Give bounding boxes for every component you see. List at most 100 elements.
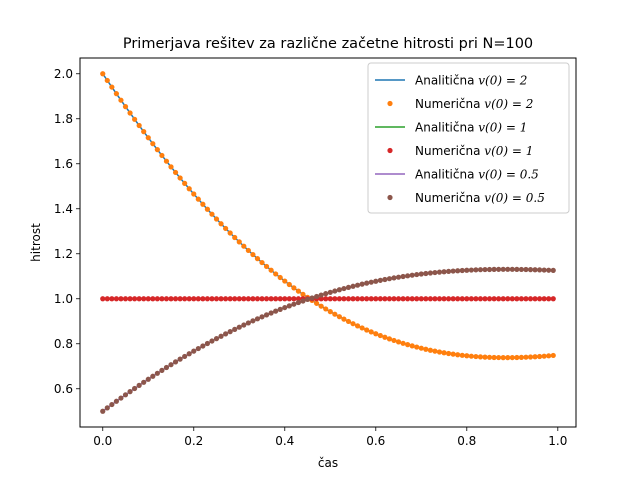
x-tick-label: 0.6 — [366, 434, 385, 448]
data-point — [309, 295, 315, 301]
data-point — [400, 340, 406, 346]
series-6 — [100, 266, 556, 414]
data-point — [532, 354, 538, 360]
data-point — [300, 298, 306, 304]
data-point — [186, 351, 192, 357]
data-point — [286, 303, 292, 309]
data-point — [259, 259, 265, 266]
data-point — [163, 158, 170, 164]
data-point — [450, 351, 456, 357]
data-point — [459, 352, 465, 358]
legend-entry: Analitična v(0) = 0.5 — [375, 168, 539, 182]
data-point — [423, 346, 429, 352]
data-point — [241, 322, 247, 328]
legend-label: Numerična v(0) = 0.5 — [415, 191, 545, 205]
data-point — [204, 340, 211, 347]
data-point — [104, 405, 110, 411]
data-point — [172, 296, 179, 302]
data-point — [295, 299, 302, 306]
data-point — [414, 344, 420, 350]
data-point — [145, 296, 151, 302]
data-point — [518, 296, 524, 302]
data-point — [496, 354, 502, 361]
data-point — [236, 324, 242, 330]
data-point — [432, 269, 438, 276]
data-point — [200, 201, 206, 207]
data-point — [341, 296, 347, 302]
data-point — [350, 283, 356, 289]
data-point — [364, 280, 370, 286]
data-point — [418, 345, 424, 351]
y-tick-label: 0.8 — [54, 337, 73, 351]
data-point — [145, 135, 151, 141]
data-point — [500, 355, 506, 361]
data-point — [405, 273, 411, 279]
data-point — [218, 296, 224, 302]
data-point — [459, 296, 465, 302]
data-point — [323, 306, 329, 312]
data-point — [259, 296, 265, 302]
data-point — [154, 370, 160, 376]
data-point — [505, 296, 511, 302]
data-point — [154, 147, 160, 153]
data-point — [168, 164, 174, 170]
data-point — [118, 296, 124, 302]
data-point — [223, 296, 229, 302]
data-point — [109, 401, 115, 408]
data-point — [327, 289, 333, 295]
data-point — [441, 350, 447, 356]
data-point — [491, 296, 497, 302]
data-point — [232, 296, 238, 302]
data-point — [455, 268, 461, 274]
y-axis-label: hitrost — [29, 223, 43, 262]
data-point — [414, 296, 420, 302]
data-point — [345, 318, 352, 325]
plot-area — [79, 57, 577, 428]
data-point — [537, 353, 543, 360]
data-point — [109, 296, 115, 302]
data-point — [496, 266, 502, 272]
legend: Analitična v(0) = 2 Numerična v(0) = 2 Ana… — [367, 62, 570, 214]
data-point — [341, 316, 347, 322]
data-point — [200, 343, 206, 349]
data-point — [314, 300, 320, 306]
data-point — [263, 312, 270, 318]
legend-entry: Numerična v(0) = 2 — [387, 97, 533, 111]
data-point — [350, 296, 356, 302]
data-point — [409, 272, 415, 278]
data-point — [282, 296, 288, 302]
data-point — [263, 296, 270, 302]
data-point — [254, 316, 261, 322]
data-point — [318, 303, 324, 309]
data-point — [304, 296, 311, 303]
data-point — [268, 267, 274, 273]
data-point — [232, 326, 238, 332]
data-point — [177, 175, 183, 181]
data-point — [132, 116, 138, 122]
data-point — [350, 321, 356, 327]
data-point — [409, 296, 415, 302]
data-point — [436, 269, 443, 275]
data-point — [163, 296, 170, 302]
y-tick-label: 1.4 — [54, 202, 73, 216]
data-point — [391, 337, 397, 344]
data-point — [459, 267, 465, 274]
data-point — [518, 354, 524, 360]
data-point — [509, 296, 515, 302]
data-point — [282, 304, 288, 311]
data-point — [432, 296, 438, 302]
data-point — [295, 288, 302, 294]
data-point — [400, 273, 406, 280]
data-point — [104, 296, 110, 302]
data-point — [186, 186, 192, 192]
data-point — [232, 234, 238, 241]
data-point — [523, 354, 529, 360]
data-point — [505, 266, 511, 272]
data-point — [241, 243, 247, 249]
data-point — [332, 288, 338, 294]
data-point — [314, 293, 320, 300]
legend-entry: Numerična v(0) = 1 — [387, 144, 533, 158]
data-point — [204, 296, 211, 302]
data-point — [382, 276, 388, 283]
data-point — [523, 296, 529, 302]
